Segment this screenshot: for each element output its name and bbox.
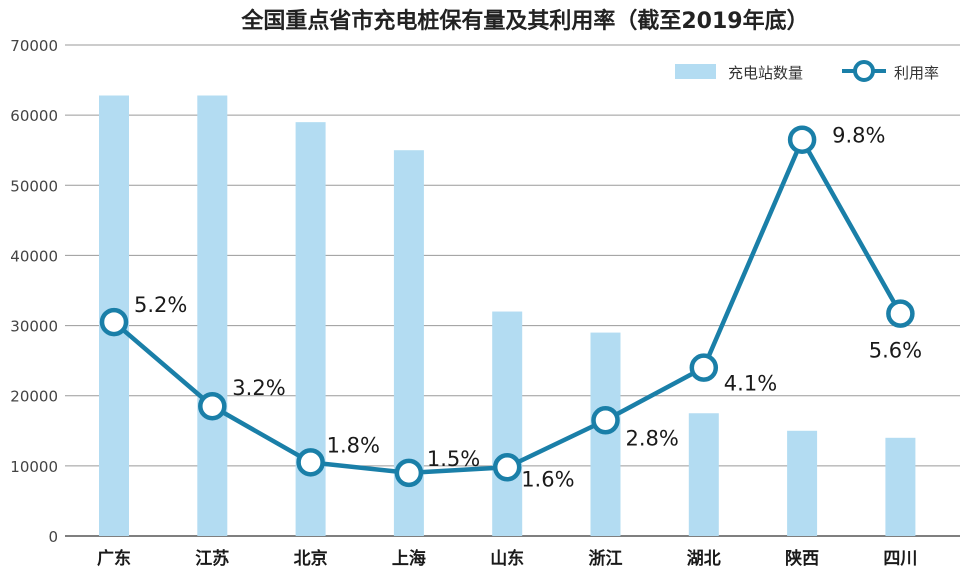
y-tick-label-40000: 40000 [10,247,58,265]
label-layer: 5.2% 3.2% 1.8% 1.5% 1.6% 2.8% 4.1% 9.8% 5.6% [134,124,922,492]
line-layer [99,125,915,488]
data-label-湖北: 4.1% [724,372,777,396]
x-tick-label-江苏: 江苏 [195,548,229,569]
y-tick-label-10000: 10000 [10,458,58,476]
data-label-浙江: 2.8% [626,426,679,450]
y-tick-label-20000: 20000 [10,388,58,406]
y-tick-label-0: 0 [48,528,58,546]
x-tick-label-北京: 北京 [294,548,328,569]
y-tick-label-30000: 30000 [10,318,58,336]
bar-湖北 [688,413,719,536]
data-label-陕西: 9.8% [832,124,885,148]
line-point-上海 [394,458,424,488]
data-label-北京: 1.8% [327,433,380,457]
line-point-广东 [99,307,129,337]
line-point-北京 [296,448,325,477]
legend-line-marker [853,60,875,82]
x-tick-label-四川: 四川 [883,549,917,569]
x-tick-label-山东: 山东 [490,548,524,569]
y-tick-label-60000: 60000 [10,107,58,125]
legend-bar-label: 充电站数量 [728,64,803,82]
x-tick-label-上海: 上海 [392,548,426,569]
data-label-四川: 5.6% [869,339,922,363]
x-tick-label-浙江: 浙江 [589,548,623,569]
legend-bar-swatch [675,64,716,79]
bar-山东 [492,311,523,536]
x-tick-label-广东: 广东 [97,548,131,569]
data-label-广东: 5.2% [134,293,187,317]
line-point-陕西 [787,125,817,154]
line-point-四川 [886,299,915,328]
bar-江苏 [197,95,228,536]
x-tick-label-湖北: 湖北 [687,549,721,569]
bar-陕西 [787,430,818,536]
line-point-浙江 [591,406,620,435]
line-point-山东 [492,453,522,482]
data-label-江苏: 3.2% [232,376,285,400]
x-tick-label-陕西: 陕西 [785,548,819,569]
data-label-山东: 1.6% [521,467,574,491]
line-point-江苏 [198,391,227,421]
bar-四川 [885,437,916,536]
y-tick-label-50000: 50000 [10,177,58,195]
legend: 充电站数量 利用率 [675,60,939,82]
legend-line-label: 利用率 [894,64,939,82]
bar-layer: 广东 江苏 北京 上海 山东 浙江 湖北 陕西 四川 [97,95,917,569]
y-tick-label-70000: 70000 [10,37,58,55]
data-label-上海: 1.5% [427,447,480,471]
chart-title: 全国重点省市充电桩保有量及其利用率（截至2019年底） [240,8,808,34]
line-point-湖北 [689,353,719,382]
